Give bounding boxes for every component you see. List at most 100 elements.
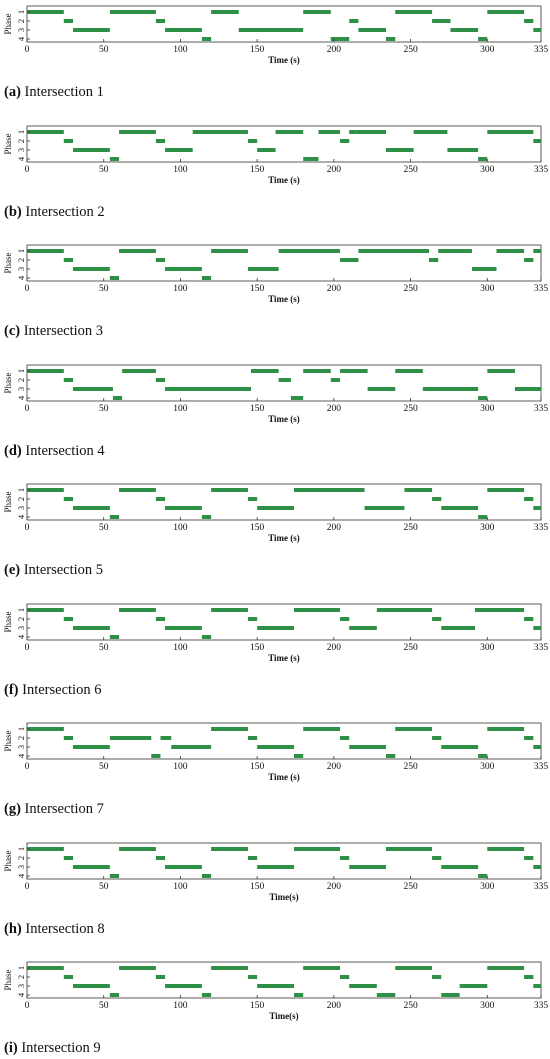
y-tick-label: 1 bbox=[16, 727, 26, 731]
x-tick-label: 250 bbox=[403, 882, 418, 892]
x-tick: 0 bbox=[25, 39, 30, 55]
x-tick: 50 bbox=[99, 517, 109, 533]
x-tick: 50 bbox=[99, 397, 109, 414]
phase-chart: 0 50 100 150 200 250 300 335 1 2 3 4 Time (s) Phase bbox=[3, 244, 549, 304]
x-tick: 0 bbox=[25, 158, 30, 175]
phase-bar bbox=[376, 993, 396, 997]
panel-caption-text: Intersection 4 bbox=[21, 442, 105, 459]
y-tick: 3 bbox=[16, 386, 30, 391]
phase-bar bbox=[303, 10, 331, 14]
phase-bar bbox=[160, 736, 172, 740]
phase-bar bbox=[165, 386, 252, 391]
phase-bar bbox=[340, 736, 350, 740]
phase-bar bbox=[257, 506, 294, 510]
x-axis-label: Time (s) bbox=[268, 533, 300, 543]
x-tick: 100 bbox=[173, 517, 188, 533]
panel-caption-text: Intersection 2 bbox=[21, 203, 105, 220]
y-tick: 3 bbox=[16, 147, 30, 152]
x-tick: 0 bbox=[25, 397, 30, 414]
phase-bar bbox=[119, 488, 156, 492]
x-tick: 300 bbox=[480, 995, 495, 1011]
x-tick-label: 200 bbox=[327, 165, 342, 175]
x-tick-label: 150 bbox=[250, 523, 265, 533]
x-tick-label: 0 bbox=[25, 284, 30, 294]
phase-bar bbox=[349, 745, 387, 749]
y-tick-label: 4 bbox=[16, 753, 26, 758]
phase-bar bbox=[247, 975, 258, 979]
panel-caption-letter: (i) bbox=[4, 1040, 18, 1056]
phase-bar bbox=[63, 258, 74, 262]
phase-bar bbox=[487, 488, 525, 492]
phase-bar bbox=[386, 846, 433, 851]
y-tick-label: 4 bbox=[16, 992, 26, 997]
x-tick-label: 200 bbox=[327, 643, 342, 653]
phase-bar bbox=[247, 855, 258, 860]
y-tick: 4 bbox=[16, 514, 30, 519]
phase-bar bbox=[303, 966, 341, 970]
phase-bar bbox=[155, 138, 166, 143]
phase-bar bbox=[340, 368, 368, 373]
phase-bar bbox=[27, 10, 64, 14]
phase-bar bbox=[432, 497, 442, 501]
plot-frame bbox=[26, 961, 542, 999]
phase-bar bbox=[413, 129, 448, 134]
phase-bar bbox=[330, 37, 350, 41]
phase-bar bbox=[533, 984, 541, 988]
y-tick-label: 2 bbox=[16, 19, 26, 23]
x-tick: 100 bbox=[173, 636, 188, 653]
panel-caption-text: Intersection 5 bbox=[20, 562, 104, 578]
y-tick: 1 bbox=[16, 727, 30, 731]
phase-bar bbox=[109, 10, 156, 14]
x-tick: 250 bbox=[403, 158, 418, 175]
phase-bar bbox=[438, 249, 472, 253]
phase-bar bbox=[395, 368, 423, 373]
phase-bar bbox=[386, 754, 396, 758]
x-tick: 200 bbox=[327, 278, 341, 294]
phase-bar bbox=[73, 267, 110, 271]
phase-bar bbox=[73, 625, 110, 630]
x-tick: 250 bbox=[403, 995, 418, 1011]
x-tick-label: 335 bbox=[534, 284, 549, 294]
phase-bar bbox=[340, 138, 350, 143]
phase-bar bbox=[119, 846, 156, 851]
phase-bar bbox=[27, 488, 64, 492]
phase-bar bbox=[432, 855, 442, 860]
phase-bar bbox=[165, 984, 202, 988]
y-tick: 3 bbox=[16, 625, 30, 630]
panel-caption: (e) Intersection 5 bbox=[4, 562, 103, 579]
panel-caption-text: Intersection 1 bbox=[20, 84, 104, 100]
phase-bar bbox=[155, 258, 166, 262]
x-axis-label: Time (s) bbox=[268, 175, 300, 185]
y-tick: 2 bbox=[16, 975, 30, 979]
x-tick-label: 300 bbox=[480, 882, 495, 892]
phase-bar bbox=[432, 19, 451, 23]
y-tick: 3 bbox=[16, 745, 30, 749]
phase-bar bbox=[293, 993, 304, 997]
x-tick-label: 100 bbox=[173, 165, 188, 175]
x-axis-label: Time (s) bbox=[268, 653, 300, 663]
y-tick-label: 1 bbox=[16, 249, 26, 253]
y-tick-label: 1 bbox=[16, 966, 26, 970]
panel-caption-text: Intersection 6 bbox=[18, 681, 102, 698]
y-tick-label: 3 bbox=[16, 506, 26, 510]
phase-bar bbox=[386, 147, 414, 152]
phase-bar bbox=[165, 147, 193, 152]
x-tick-label: 335 bbox=[534, 643, 549, 653]
phase-bar bbox=[201, 37, 212, 41]
phase-bar bbox=[533, 28, 541, 32]
phase-bar bbox=[27, 607, 64, 612]
y-tick-label: 3 bbox=[16, 267, 26, 271]
phase-bar bbox=[211, 727, 248, 731]
phase-bar bbox=[478, 395, 488, 400]
phase-bar bbox=[73, 147, 110, 152]
x-tick-label: 300 bbox=[480, 165, 495, 175]
panel-caption-letter: (e) bbox=[4, 562, 21, 578]
x-axis-label: Time(s) bbox=[269, 892, 298, 902]
panel-caption-text: Intersection 3 bbox=[20, 323, 104, 339]
x-tick: 335 bbox=[534, 875, 548, 892]
phase-bar bbox=[247, 138, 258, 143]
y-tick: 2 bbox=[16, 138, 30, 143]
x-tick: 150 bbox=[250, 39, 265, 55]
y-tick: 4 bbox=[16, 873, 30, 878]
x-tick: 0 bbox=[25, 517, 30, 533]
